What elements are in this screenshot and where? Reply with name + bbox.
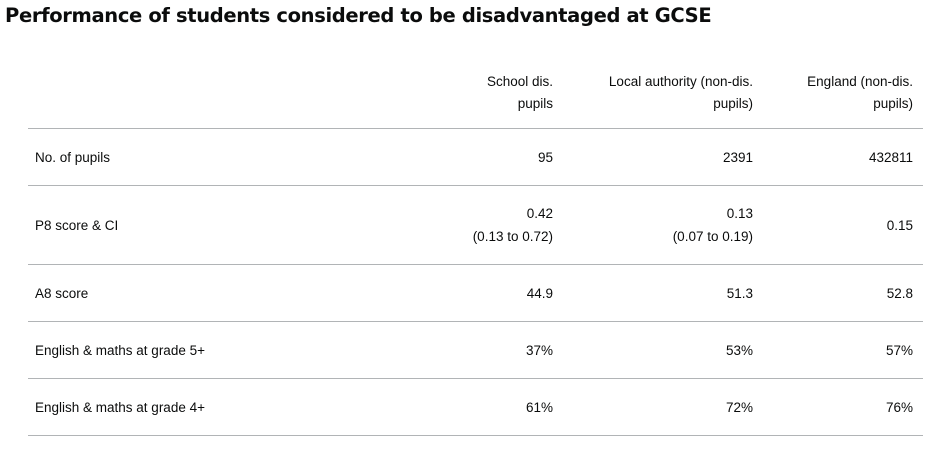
table-row-english-maths-grade-4: English & maths at grade 4+ 61% 72% 76%: [28, 378, 923, 436]
table-row-p8-score: P8 score & CI 0.42 (0.13 to 0.72) 0.13 (…: [28, 185, 923, 265]
row-label: P8 score & CI: [28, 185, 408, 265]
column-header-school-line1: School dis.: [486, 74, 553, 89]
cell-england: 0.15: [763, 185, 923, 265]
cell-local-authority: 53%: [563, 321, 763, 379]
page-title: Performance of students considered to be…: [5, 4, 712, 27]
column-header-england: England (non-dis. pupils): [763, 58, 923, 129]
table-row-english-maths-grade-5: English & maths at grade 5+ 37% 53% 57%: [28, 321, 923, 379]
cell-school: 95: [408, 128, 563, 186]
cell-school: 37%: [408, 321, 563, 379]
column-header-local-authority-line2: pupils): [713, 96, 753, 111]
cell-local-authority: 72%: [563, 378, 763, 436]
cell-england: 432811: [763, 128, 923, 186]
cell-school-confidence-interval: (0.13 to 0.72): [472, 229, 553, 244]
column-header-england-line2: pupils): [873, 96, 913, 111]
table-row-no-of-pupils: No. of pupils 95 2391 432811: [28, 128, 923, 186]
cell-local-authority: 2391: [563, 128, 763, 186]
column-header-england-line1: England (non-dis.: [807, 74, 913, 89]
cell-local-authority: 51.3: [563, 264, 763, 322]
column-header-local-authority-line1: Local authority (non-dis.: [608, 74, 753, 89]
performance-table: School dis. pupils Local authority (non-…: [28, 58, 923, 436]
row-label: English & maths at grade 5+: [28, 321, 408, 379]
row-label: English & maths at grade 4+: [28, 378, 408, 436]
table-header-row: School dis. pupils Local authority (non-…: [28, 58, 923, 129]
cell-school: 44.9: [408, 264, 563, 322]
table-row-a8-score: A8 score 44.9 51.3 52.8: [28, 264, 923, 322]
cell-england: 52.8: [763, 264, 923, 322]
cell-school-value: 0.42: [526, 206, 553, 221]
cell-school: 0.42 (0.13 to 0.72): [408, 185, 563, 265]
cell-local-authority-confidence-interval: (0.07 to 0.19): [672, 229, 753, 244]
cell-local-authority: 0.13 (0.07 to 0.19): [563, 185, 763, 265]
cell-school: 61%: [408, 378, 563, 436]
row-label: No. of pupils: [28, 128, 408, 186]
column-header-school: School dis. pupils: [408, 58, 563, 129]
cell-local-authority-value: 0.13: [726, 206, 753, 221]
cell-england: 76%: [763, 378, 923, 436]
cell-england: 57%: [763, 321, 923, 379]
row-label: A8 score: [28, 264, 408, 322]
header-blank-cell: [28, 58, 408, 129]
column-header-school-line2: pupils: [517, 96, 553, 111]
column-header-local-authority: Local authority (non-dis. pupils): [563, 58, 763, 129]
